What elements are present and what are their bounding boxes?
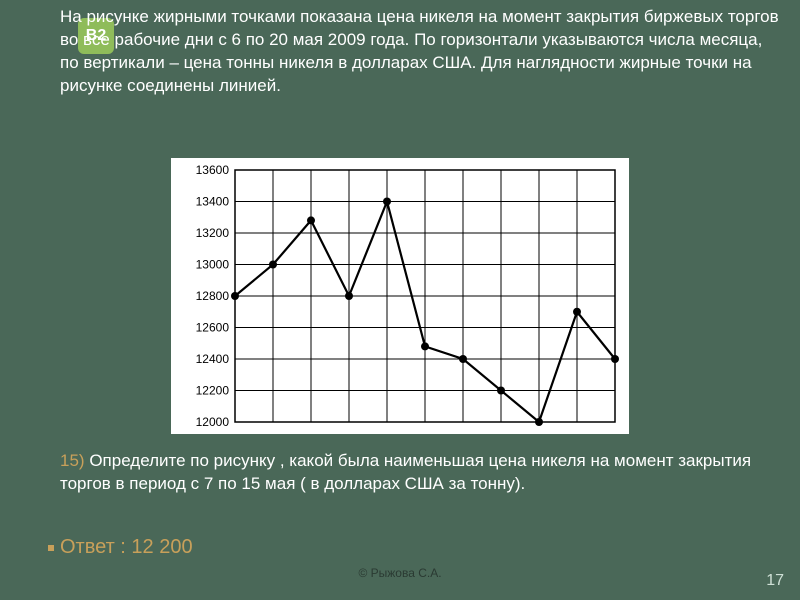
question-text: Определите по рисунку , какой была наиме…	[60, 451, 751, 493]
chart-svg: 12000 12200 12400 12600 12800 13000 13200 13400…	[171, 158, 629, 434]
svg-text:13400: 13400	[196, 195, 230, 209]
svg-text:12200: 12200	[196, 384, 230, 398]
price-chart: 12000 12200 12400 12600 12800 13000 13200 13400…	[171, 158, 629, 434]
svg-text:13600: 13600	[196, 163, 230, 177]
svg-text:12400: 12400	[196, 352, 230, 366]
svg-text:12600: 12600	[196, 321, 230, 335]
problem-statement: На рисунке жирными точками показана цена…	[60, 6, 780, 98]
svg-text:12800: 12800	[196, 289, 230, 303]
svg-text:13000: 13000	[196, 258, 230, 272]
credit-text: © Рыжова С.А.	[0, 566, 800, 580]
page-number: 17	[766, 572, 784, 590]
svg-text:12000: 12000	[196, 415, 230, 429]
svg-text:13200: 13200	[196, 226, 230, 240]
answer-bullet	[48, 545, 54, 551]
answer-text: Ответ : 12 200	[60, 536, 193, 559]
question-block: 15) Определите по рисунку , какой была н…	[60, 450, 760, 496]
question-number: 15)	[60, 451, 85, 470]
